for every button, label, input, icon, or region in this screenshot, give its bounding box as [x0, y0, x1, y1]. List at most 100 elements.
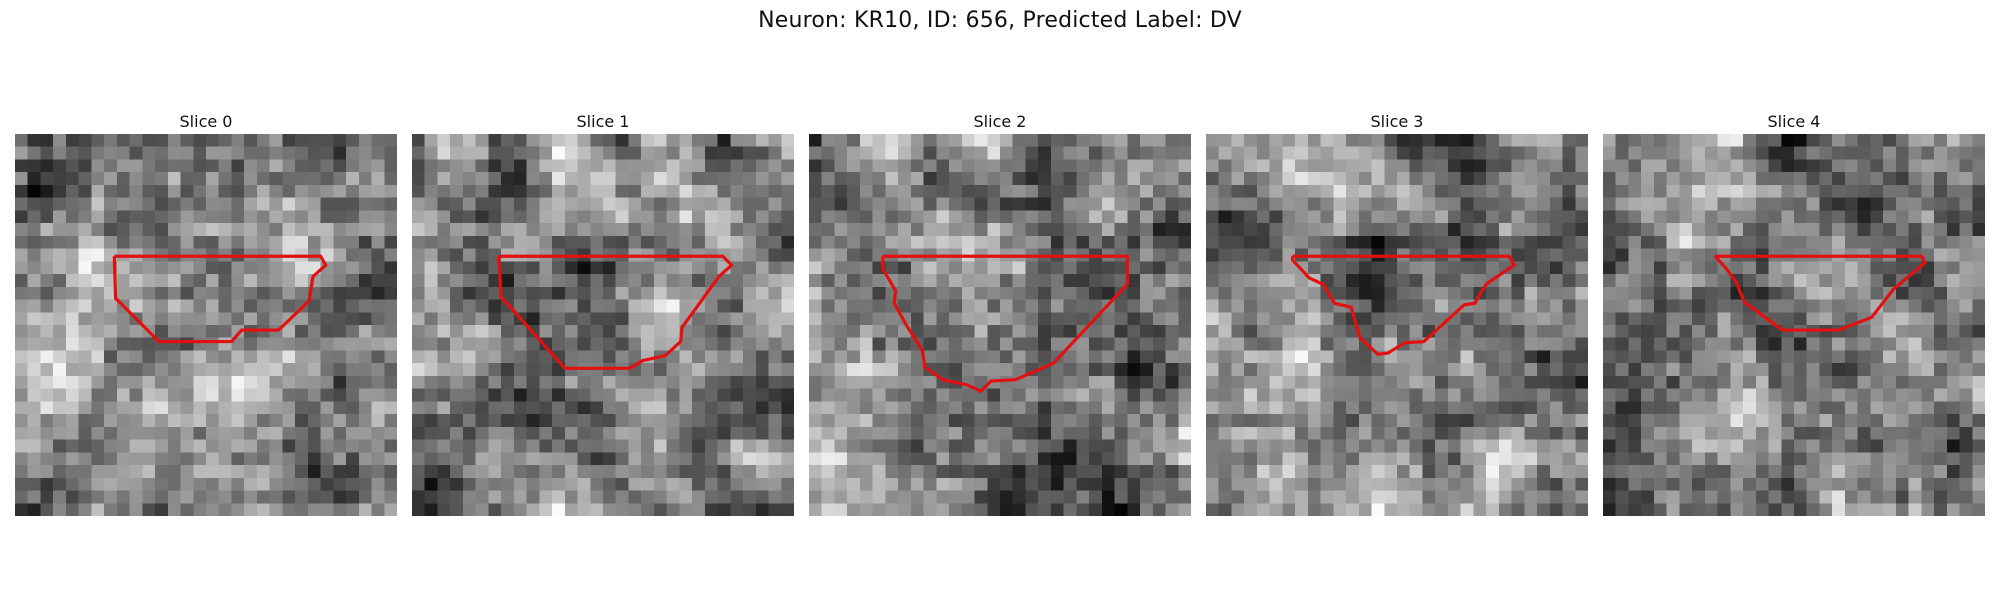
pixel — [872, 235, 886, 249]
pixel — [116, 159, 130, 173]
pixel — [809, 184, 822, 198]
pixel — [1972, 503, 1985, 516]
pixel — [1743, 388, 1757, 402]
pixel — [282, 172, 296, 186]
pixel — [1218, 363, 1232, 377]
pixel — [1473, 388, 1487, 402]
pixel — [847, 465, 861, 479]
pixel — [1320, 363, 1334, 377]
pixel — [1050, 312, 1064, 326]
pixel — [371, 299, 385, 313]
pixel — [513, 134, 527, 147]
pixel — [949, 197, 963, 211]
pixel — [1218, 477, 1232, 491]
pixel — [1755, 465, 1769, 479]
pixel — [1562, 388, 1576, 402]
panel-slice-1: Slice 1 — [412, 110, 794, 516]
pixel — [193, 363, 207, 377]
pixel — [1127, 503, 1141, 516]
pixel — [1295, 477, 1309, 491]
panel-slice-0: Slice 0 — [15, 110, 397, 516]
pixel — [1717, 439, 1731, 453]
pixel — [282, 375, 296, 389]
pixel — [781, 159, 794, 173]
pixel — [1473, 261, 1487, 275]
pixel — [462, 503, 476, 516]
pixel — [653, 172, 667, 186]
pixel — [821, 134, 835, 147]
pixel — [1346, 134, 1360, 147]
pixel — [834, 452, 848, 466]
pixel — [1794, 503, 1807, 516]
pixel — [1908, 426, 1922, 440]
pixel — [692, 426, 706, 440]
pixel — [859, 172, 873, 186]
pixel — [1000, 477, 1013, 491]
pixel — [27, 426, 41, 440]
pixel — [1972, 477, 1985, 491]
pixel — [526, 223, 540, 237]
pixel — [809, 503, 822, 516]
pixel — [679, 223, 693, 237]
pixel — [180, 503, 194, 516]
pixel — [1231, 210, 1245, 224]
pixel — [269, 503, 283, 516]
pixel — [333, 235, 347, 249]
pixel — [15, 312, 28, 326]
pixel — [704, 159, 718, 173]
pixel — [1397, 388, 1410, 402]
pixel — [412, 490, 425, 504]
pixel — [1460, 210, 1474, 224]
pixel — [269, 146, 283, 160]
pixel — [1178, 325, 1191, 338]
pixel — [501, 235, 515, 249]
pixel — [910, 159, 924, 173]
pixel — [65, 363, 79, 377]
pixel — [371, 375, 385, 389]
pixel — [1511, 299, 1525, 313]
pixel — [1076, 337, 1090, 351]
pixel — [1231, 159, 1245, 173]
pixel — [1615, 465, 1629, 479]
pixel — [910, 261, 924, 275]
pixel — [898, 414, 912, 428]
pixel — [1409, 235, 1423, 249]
pixel — [307, 465, 321, 479]
pixel — [1743, 350, 1757, 364]
pixel — [488, 210, 502, 224]
pixel — [384, 426, 397, 440]
pixel — [1140, 286, 1154, 300]
pixel — [679, 159, 693, 173]
pixel — [116, 452, 130, 466]
pixel — [898, 439, 912, 453]
pixel — [1895, 350, 1909, 364]
pixel — [269, 414, 283, 428]
pixel — [730, 401, 744, 415]
pixel — [475, 375, 489, 389]
pixel — [987, 261, 1001, 275]
pixel — [1218, 210, 1232, 224]
pixel — [1460, 337, 1474, 351]
pixel — [1231, 172, 1245, 186]
pixel — [1282, 172, 1296, 186]
pixel — [1320, 223, 1334, 237]
pixel — [40, 299, 54, 313]
pixel — [755, 363, 769, 377]
pixel — [743, 414, 757, 428]
pixel — [936, 172, 950, 186]
pixel — [809, 490, 822, 504]
pixel — [1498, 146, 1512, 160]
pixel — [1269, 235, 1283, 249]
pixel — [1819, 388, 1833, 402]
pixel — [1794, 172, 1807, 186]
pixel — [1692, 388, 1706, 402]
pixel — [898, 337, 912, 351]
pixel — [167, 477, 181, 491]
pixel — [539, 261, 553, 275]
pixel — [1972, 414, 1985, 428]
pixel — [358, 261, 372, 275]
pixel — [974, 235, 988, 249]
pixel — [1076, 375, 1090, 389]
pixel — [898, 299, 912, 313]
pixel — [1641, 388, 1655, 402]
